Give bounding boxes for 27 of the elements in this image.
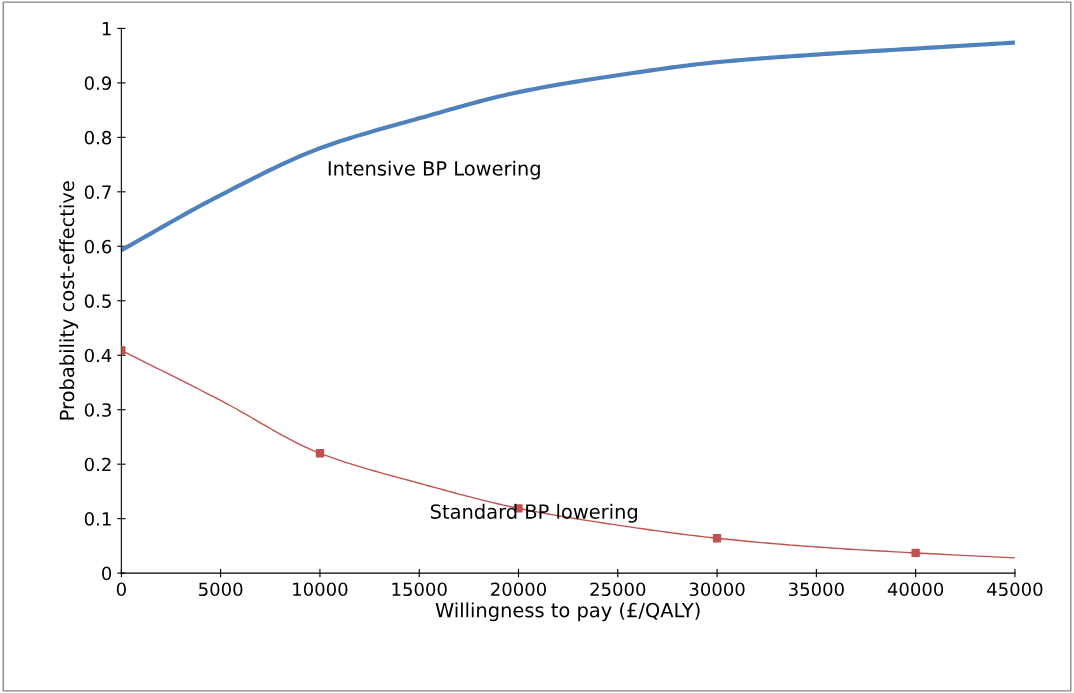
x-tick-label: 40000 <box>887 582 944 597</box>
x-tick-label: 20000 <box>491 582 547 597</box>
x-tick-label: 0 <box>116 582 126 597</box>
x-axis-title: Willingness to pay (£/QALY) <box>435 602 700 622</box>
y-tick-label: 0.9 <box>84 76 112 90</box>
y-tick-label: 0.5 <box>84 294 111 308</box>
x-tick-label: 10000 <box>293 582 348 597</box>
x-tick-label: 45000 <box>987 582 1043 597</box>
y-tick-label: 0.4 <box>84 348 112 363</box>
x-tick-label: 35000 <box>789 582 844 597</box>
x-tick-label: 30000 <box>689 582 745 597</box>
y-tick-label: 0.7 <box>84 185 111 199</box>
x-tick-label: 5000 <box>199 582 243 597</box>
y-axis-title: Probability cost-effective <box>59 181 79 420</box>
y-tick-label: 0.6 <box>84 239 112 254</box>
y-tick-label: 0.2 <box>84 457 111 472</box>
y-tick-label: 0.3 <box>84 403 111 417</box>
x-tick-label: 25000 <box>590 582 646 597</box>
point <box>712 534 722 543</box>
point <box>911 548 920 558</box>
y-tick-label: 0.1 <box>84 512 111 526</box>
annotation: Intensive BP Lowering <box>328 160 540 180</box>
y-tick-label: 1 <box>102 22 111 36</box>
point <box>315 449 325 458</box>
y-tick-label: 0 <box>102 566 112 581</box>
x-tick-label: 15000 <box>392 582 447 597</box>
y-tick-label: 0.8 <box>84 130 112 145</box>
